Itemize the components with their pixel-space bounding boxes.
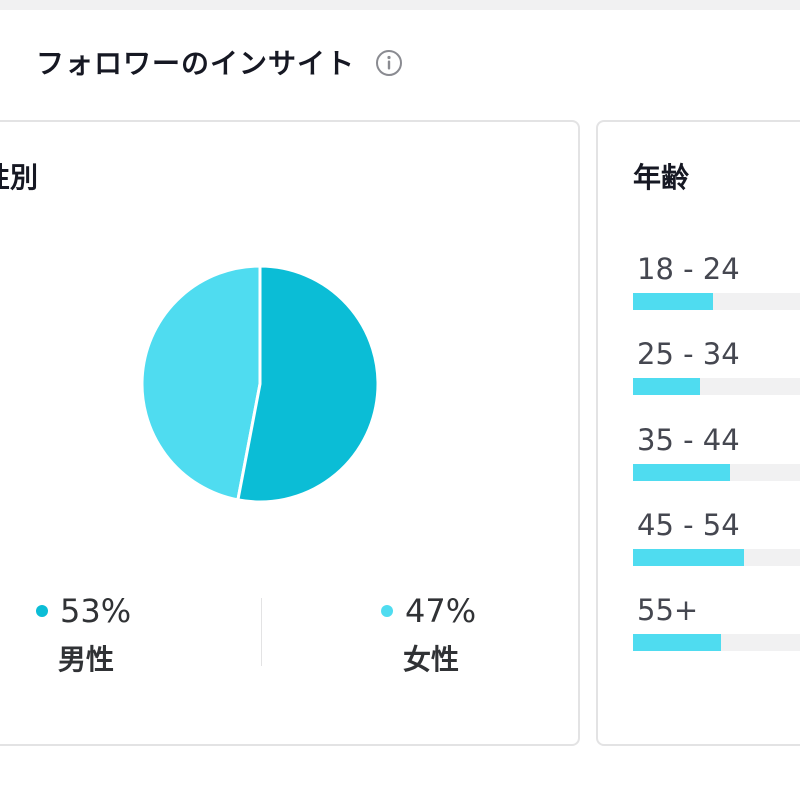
gender-pie-chart <box>140 264 380 504</box>
top-divider-strip <box>0 0 800 10</box>
age-bar-18-24 <box>633 293 800 310</box>
age-label-45-54: 45 - 54 <box>637 508 740 542</box>
age-bar-fill <box>633 464 730 481</box>
male-legend-dot <box>36 605 48 617</box>
male-percent: 53% <box>60 592 132 630</box>
age-bar-fill <box>633 378 701 395</box>
pie-slice-male <box>236 264 380 504</box>
age-bar-45-54 <box>633 549 800 566</box>
female-label: 女性 <box>403 643 460 676</box>
age-label-35-44: 35 - 44 <box>637 423 740 457</box>
age-label-25-34: 25 - 34 <box>637 337 740 371</box>
male-label: 男性 <box>58 643 115 676</box>
pie-slice-female <box>140 264 262 502</box>
age-bar-55-plus <box>633 634 800 651</box>
info-icon[interactable] <box>375 49 403 77</box>
female-legend-dot <box>381 605 393 617</box>
legend-divider <box>261 598 262 666</box>
age-bar-fill <box>633 634 722 651</box>
gender-card <box>0 120 580 746</box>
age-bar-35-44 <box>633 464 800 481</box>
age-label-18-24: 18 - 24 <box>637 252 740 286</box>
age-bar-fill <box>633 293 713 310</box>
section-title: フォロワーのインサイト <box>36 47 356 80</box>
age-bar-25-34 <box>633 378 800 395</box>
age-bar-fill <box>633 549 745 566</box>
gender-title: 性別 <box>0 161 39 194</box>
female-percent: 47% <box>405 592 477 630</box>
age-label-55-plus: 55+ <box>637 593 699 627</box>
age-title: 年齢 <box>633 161 690 194</box>
